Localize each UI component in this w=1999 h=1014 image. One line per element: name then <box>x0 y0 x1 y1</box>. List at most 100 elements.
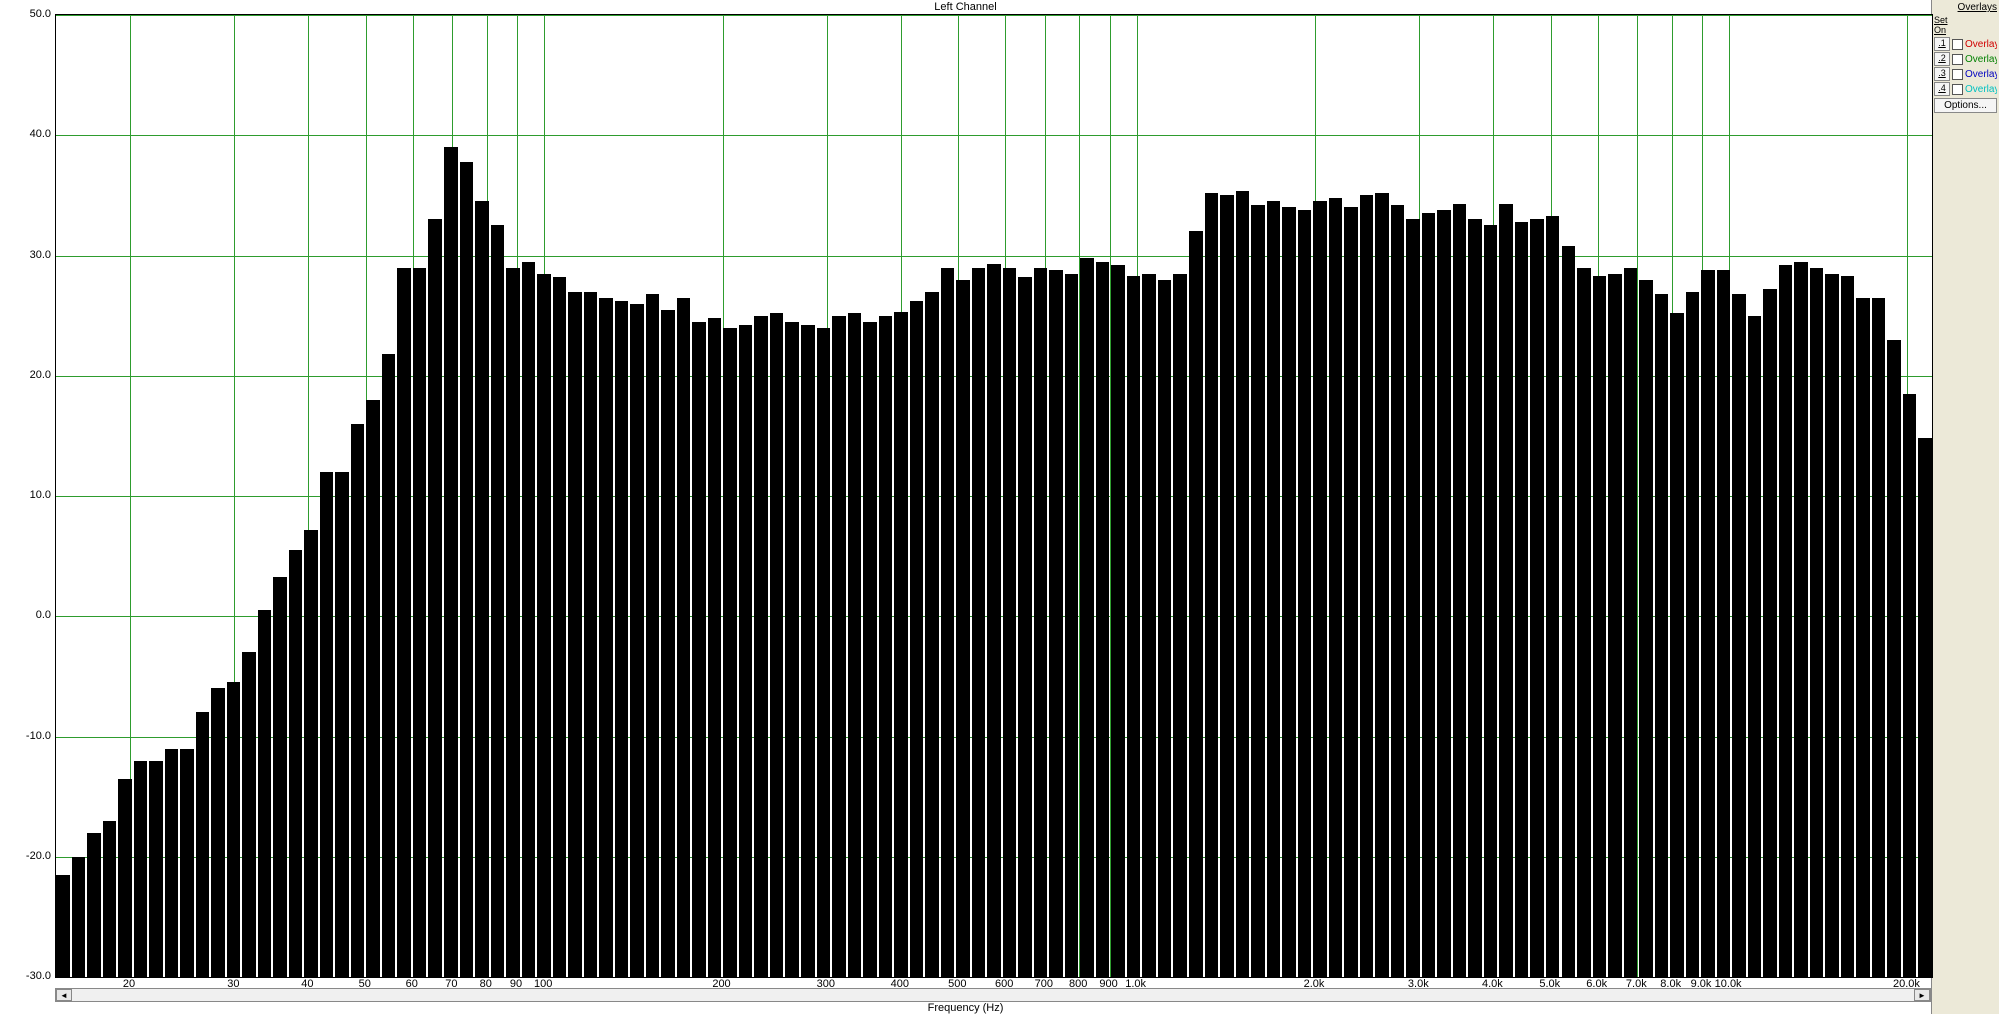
spectrum-bar <box>987 264 1001 977</box>
overlay-options-button[interactable]: Options... <box>1934 98 1997 113</box>
spectrum-bar <box>770 313 784 977</box>
overlay-row: .1 Overlay 1 <box>1934 37 1997 51</box>
spectrum-bar <box>460 162 474 977</box>
spectrum-bar <box>1872 298 1886 977</box>
spectrum-bar <box>1313 201 1327 977</box>
overlay-name-label: Overlay 4 <box>1965 84 1997 95</box>
spectrum-bar <box>165 749 179 977</box>
spectrum-bar <box>1111 265 1125 977</box>
y-tick-label: -20.0 <box>26 850 55 862</box>
overlay-set-button[interactable]: .1 <box>1934 37 1950 51</box>
overlay-set-button[interactable]: .4 <box>1934 82 1950 96</box>
overlay-name-label: Overlay 3 <box>1965 69 1997 80</box>
overlay-set-button[interactable]: .2 <box>1934 52 1950 66</box>
gridline-h <box>56 256 1932 257</box>
overlay-set-button[interactable]: .3 <box>1934 67 1950 81</box>
spectrum-bar <box>149 761 163 977</box>
plot-region <box>55 14 1933 978</box>
spectrum-bar <box>1624 268 1638 977</box>
spectrum-bar <box>1173 274 1187 977</box>
spectrum-bar <box>1484 225 1498 977</box>
scroll-left-button[interactable]: ◄ <box>56 989 72 1001</box>
spectrum-bar <box>1096 262 1110 977</box>
spectrum-bar <box>1282 207 1296 977</box>
spectrum-bar <box>134 761 148 977</box>
spectrum-bar <box>1779 265 1793 977</box>
spectrum-bar <box>413 268 427 977</box>
overlays-column-headers: Set On <box>1934 15 1997 35</box>
spectrum-bar <box>1499 204 1513 977</box>
spectrum-bar <box>754 316 768 977</box>
spectrum-bar <box>1468 219 1482 977</box>
spectrum-bar <box>196 712 210 977</box>
spectrum-bar <box>1049 270 1063 977</box>
spectrum-bar <box>1406 219 1420 977</box>
scroll-track[interactable] <box>72 989 1914 1001</box>
spectrum-bar <box>1267 201 1281 977</box>
spectrum-bar <box>817 328 831 977</box>
app-root: Left Channel Relative Amplitude (dB) -30… <box>0 0 1999 1014</box>
spectrum-bar <box>615 301 629 977</box>
spectrum-bar <box>1639 280 1653 977</box>
spectrum-bar <box>56 875 70 977</box>
spectrum-bar <box>1391 205 1405 977</box>
horizontal-scrollbar[interactable]: ◄ ► <box>55 988 1931 1002</box>
spectrum-bar <box>1825 274 1839 977</box>
overlay-on-checkbox[interactable] <box>1952 69 1963 80</box>
spectrum-bar <box>1205 193 1219 977</box>
spectrum-bar <box>879 316 893 977</box>
spectrum-bar <box>242 652 256 977</box>
spectrum-bar <box>506 268 520 977</box>
spectrum-bar <box>1220 195 1234 977</box>
spectrum-bar <box>894 312 908 977</box>
spectrum-bar <box>630 304 644 977</box>
spectrum-bar <box>351 424 365 977</box>
spectrum-bar <box>677 298 691 977</box>
spectrum-bar <box>1003 268 1017 977</box>
chart-title: Left Channel <box>0 0 1931 14</box>
spectrum-bar <box>320 472 334 977</box>
spectrum-bar <box>1686 292 1700 977</box>
y-tick-label: -30.0 <box>26 970 55 982</box>
spectrum-bar <box>692 322 706 977</box>
spectrum-bar <box>382 354 396 977</box>
overlay-on-checkbox[interactable] <box>1952 39 1963 50</box>
spectrum-bar <box>1080 258 1094 977</box>
spectrum-bar <box>1577 268 1591 977</box>
spectrum-bar <box>1717 270 1731 977</box>
overlays-header: Overlays <box>1934 2 1997 13</box>
overlay-on-checkbox[interactable] <box>1952 54 1963 65</box>
spectrum-bar <box>537 274 551 977</box>
spectrum-bar <box>1608 274 1622 977</box>
spectrum-bar <box>910 301 924 977</box>
overlay-col-set: Set <box>1934 15 1948 25</box>
spectrum-bar <box>428 219 442 977</box>
overlay-name-label: Overlay 1 <box>1965 39 1997 50</box>
spectrum-bar <box>1251 205 1265 977</box>
spectrum-bar <box>118 779 132 977</box>
spectrum-bar <box>1329 198 1343 977</box>
chart-area: Left Channel Relative Amplitude (dB) -30… <box>0 0 1931 1014</box>
spectrum-bar <box>1794 262 1808 977</box>
spectrum-bar <box>211 688 225 977</box>
spectrum-bar <box>1701 270 1715 977</box>
spectrum-bar <box>72 857 86 977</box>
overlay-on-checkbox[interactable] <box>1952 84 1963 95</box>
spectrum-bar <box>1375 193 1389 977</box>
spectrum-bar <box>289 550 303 977</box>
spectrum-bar <box>1841 276 1855 977</box>
spectrum-bar <box>1360 195 1374 977</box>
spectrum-bar <box>1918 438 1932 977</box>
spectrum-bar <box>1453 204 1467 977</box>
spectrum-bar <box>1298 210 1312 977</box>
scroll-right-button[interactable]: ► <box>1914 989 1930 1001</box>
spectrum-bar <box>1856 298 1870 977</box>
spectrum-bar <box>366 400 380 977</box>
spectrum-bar <box>599 298 613 977</box>
spectrum-bar <box>227 682 241 977</box>
spectrum-bar <box>1127 276 1141 977</box>
spectrum-bar <box>739 325 753 977</box>
spectrum-bar <box>258 610 272 977</box>
spectrum-bar <box>1344 207 1358 977</box>
spectrum-bar <box>180 749 194 977</box>
